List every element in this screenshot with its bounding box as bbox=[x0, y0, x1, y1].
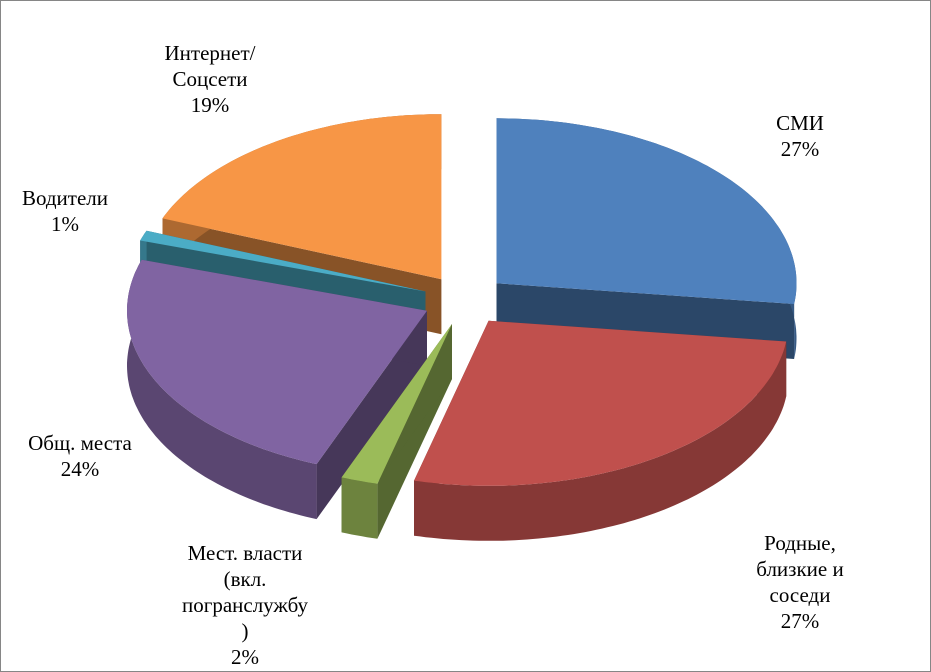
slice-label: Родные, близкие и соседи 27% bbox=[756, 531, 843, 633]
label-line: Родные, bbox=[764, 531, 836, 555]
value-label: 1% bbox=[51, 212, 79, 236]
category-label: СМИ bbox=[776, 111, 824, 135]
slice-label: Водители 1% bbox=[22, 186, 108, 236]
value-label: 2% bbox=[231, 645, 259, 669]
label-line: Соцсети bbox=[172, 67, 247, 91]
slice-top bbox=[496, 118, 797, 304]
slice-label: Мест. власти (вкл. погранслужбу) 2% bbox=[182, 541, 309, 669]
slice-top bbox=[341, 324, 452, 484]
label-line: близкие и bbox=[756, 557, 843, 581]
label-line: ) bbox=[242, 619, 249, 643]
slice-top bbox=[414, 320, 787, 486]
label-line: Водители bbox=[22, 186, 108, 210]
label-line: соседи bbox=[770, 583, 831, 607]
slice-label: СМИ 27% bbox=[776, 111, 824, 161]
slice-top bbox=[140, 230, 426, 292]
value-label: 27% bbox=[781, 609, 820, 633]
category-label: Общ. места bbox=[28, 431, 132, 455]
slice-side bbox=[341, 477, 378, 539]
label-line: (вкл. bbox=[224, 567, 267, 591]
labels: СМИ 27%Родные, близкие и соседи 27%Мест. вла… bbox=[22, 41, 844, 669]
category-label: Интернет/Соцсети bbox=[165, 41, 256, 91]
label-line: погранслужбу bbox=[182, 593, 309, 617]
value-label: 19% bbox=[191, 93, 230, 117]
label-line: Мест. власти bbox=[188, 541, 303, 565]
slice-top bbox=[127, 259, 427, 465]
slice-top bbox=[162, 114, 442, 280]
slice-side bbox=[127, 259, 317, 520]
category-label: Водители bbox=[22, 186, 108, 210]
category-label: Родные, близкие и соседи bbox=[756, 531, 843, 607]
slice-label: Интернет/Соцсети 19% bbox=[165, 41, 256, 117]
label-line: СМИ bbox=[776, 111, 824, 135]
slices bbox=[127, 114, 797, 541]
category-label: Мест. власти (вкл. погранслужбу) bbox=[182, 541, 309, 643]
label-line: Интернет/ bbox=[165, 41, 256, 65]
label-line: Общ. места bbox=[28, 431, 132, 455]
value-label: 27% bbox=[781, 137, 820, 161]
slice-label: Общ. места 24% bbox=[28, 431, 132, 481]
slice-wall bbox=[316, 310, 427, 520]
value-label: 24% bbox=[61, 457, 100, 481]
slice-side bbox=[414, 341, 787, 541]
